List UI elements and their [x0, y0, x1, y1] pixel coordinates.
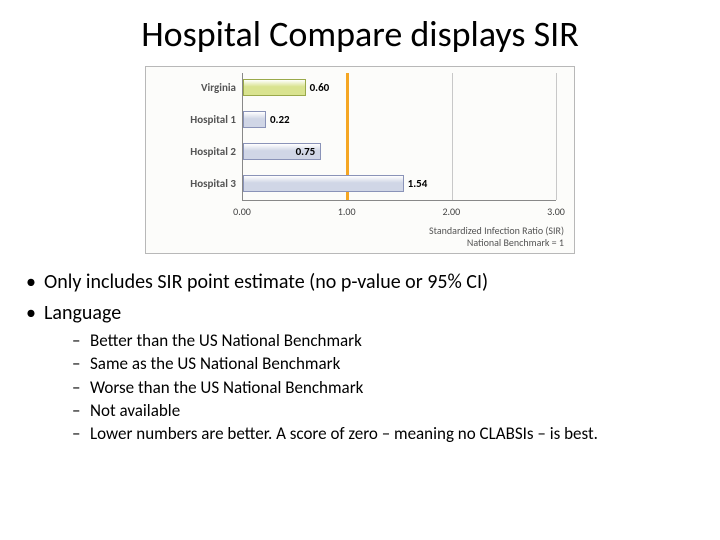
- bullet-item: Only includes SIR point estimate (no p-v…: [20, 270, 700, 295]
- bar-fill: [243, 79, 306, 96]
- y-axis-label: Hospital 1: [190, 113, 236, 126]
- chart-caption: Standardized Infection Ratio (SIR) Natio…: [156, 225, 564, 249]
- x-tick-label: 1.00: [338, 205, 356, 218]
- x-tick-label: 3.00: [547, 205, 565, 218]
- bullet-item: Language Better than the US National Ben…: [20, 301, 700, 444]
- x-axis-ticks: 0.001.002.003.00: [242, 203, 556, 223]
- sub-bullet-item: Better than the US National Benchmark: [44, 330, 700, 351]
- sub-bullet-item: Worse than the US National Benchmark: [44, 377, 700, 398]
- x-tick-label: 2.00: [442, 205, 460, 218]
- y-axis-label: Hospital 3: [190, 177, 236, 190]
- plot-area: 0.60 0.22 0.75 1.54: [242, 73, 556, 201]
- page-title: Hospital Compare displays SIR: [20, 12, 700, 56]
- bullet-text: Only includes SIR point estimate (no p-v…: [44, 270, 488, 294]
- sub-bullet-text: Lower numbers are better. A score of zer…: [90, 423, 598, 444]
- bar: 0.75: [243, 143, 321, 160]
- bar: 0.60: [243, 79, 306, 96]
- bar: 0.22: [243, 111, 266, 128]
- sub-bullet-item: Same as the US National Benchmark: [44, 353, 700, 374]
- sub-bullet-item: Not available: [44, 400, 700, 421]
- sub-bullet-text: Not available: [90, 400, 180, 421]
- bar-value-label: 0.22: [270, 113, 290, 126]
- bar: 1.54: [243, 175, 404, 192]
- slide: Hospital Compare displays SIR Virginia Ho…: [0, 0, 720, 540]
- sir-chart: Virginia Hospital 1 Hospital 2 Hospital 3 0…: [145, 66, 575, 254]
- sub-bullet-item: Lower numbers are better. A score of zer…: [44, 423, 700, 444]
- bar-value-label: 1.54: [408, 177, 428, 190]
- sub-bullet-list: Better than the US National Benchmark Sa…: [44, 330, 700, 444]
- gridline: [556, 73, 557, 200]
- y-axis-label: Hospital 2: [190, 145, 236, 158]
- sub-bullet-text: Same as the US National Benchmark: [90, 353, 340, 374]
- sub-bullet-text: Better than the US National Benchmark: [90, 330, 362, 351]
- y-axis-label: Virginia: [201, 81, 236, 94]
- bullet-text: Language: [44, 301, 121, 325]
- bar-value-label: 0.75: [296, 145, 316, 158]
- bar-fill: [243, 175, 404, 192]
- gridline: [452, 73, 453, 200]
- bullet-list: Only includes SIR point estimate (no p-v…: [20, 270, 700, 444]
- x-tick-label: 0.00: [233, 205, 251, 218]
- chart-inner: Virginia Hospital 1 Hospital 2 Hospital 3 0…: [156, 73, 564, 223]
- bar-fill: [243, 111, 266, 128]
- caption-line-2: National Benchmark = 1: [156, 237, 564, 249]
- bar-value-label: 0.60: [310, 81, 330, 94]
- sub-bullet-text: Worse than the US National Benchmark: [90, 377, 363, 398]
